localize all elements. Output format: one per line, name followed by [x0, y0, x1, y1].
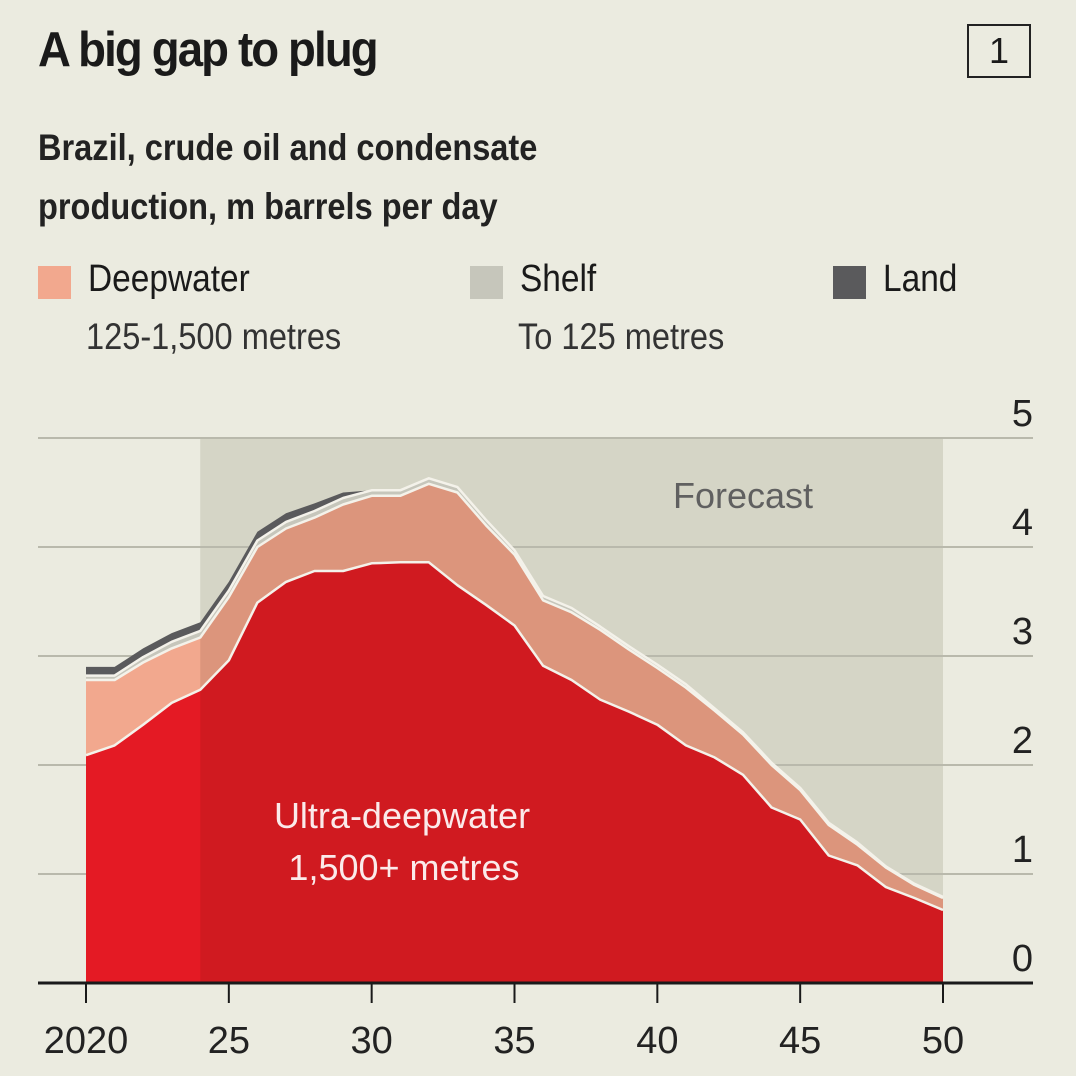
separator-line-2 — [86, 477, 944, 899]
legend-sub-shelf: To 125 metres — [518, 316, 725, 357]
x-tick-label: 35 — [493, 1020, 535, 1062]
chart-subtitle: Brazil, crude oil and condensate product… — [38, 118, 537, 236]
legend-sub-deepwater: 125-1,500 metres — [86, 316, 342, 357]
area-label-ultra-deepwater-depth: 1,500+ metres — [288, 847, 519, 888]
x-tick-label: 40 — [636, 1020, 678, 1062]
separator-line-1 — [86, 482, 944, 900]
separator-line-0 — [85, 561, 944, 912]
x-tick-label: 25 — [208, 1020, 250, 1062]
y-tick-label: 4 — [1012, 502, 1033, 544]
subtitle-line-2: production, m barrels per day — [38, 186, 498, 227]
x-tick-label: 2020 — [44, 1020, 129, 1062]
chart-number-badge: 1 — [967, 24, 1031, 78]
area-label-ultra-deepwater: Ultra-deepwater — [274, 795, 530, 836]
chart-title: A big gap to plug — [38, 23, 379, 77]
legend-swatch-land — [833, 266, 866, 299]
subtitle-line-1: Brazil, crude oil and condensate — [38, 127, 538, 168]
legend-label-shelf: Shelf — [520, 258, 597, 300]
x-tick-label: 45 — [779, 1020, 821, 1062]
legend-label-deepwater: Deepwater — [88, 258, 250, 300]
y-tick-label: 0 — [1012, 938, 1033, 980]
forecast-label: Forecast — [673, 475, 813, 516]
legend-label-land: Land — [883, 258, 958, 300]
y-tick-label: 5 — [1012, 393, 1033, 435]
y-tick-label: 1 — [1012, 829, 1033, 871]
legend-swatch-shelf — [470, 266, 503, 299]
x-tick-label: 30 — [351, 1020, 393, 1062]
legend-swatch-deepwater — [38, 266, 71, 299]
area-ultra-deepwater-forecast — [200, 562, 943, 983]
y-tick-label: 2 — [1012, 720, 1033, 762]
x-tick-label: 50 — [922, 1020, 964, 1062]
y-tick-label: 3 — [1012, 611, 1033, 653]
area-deepwater-forecast — [200, 483, 943, 910]
